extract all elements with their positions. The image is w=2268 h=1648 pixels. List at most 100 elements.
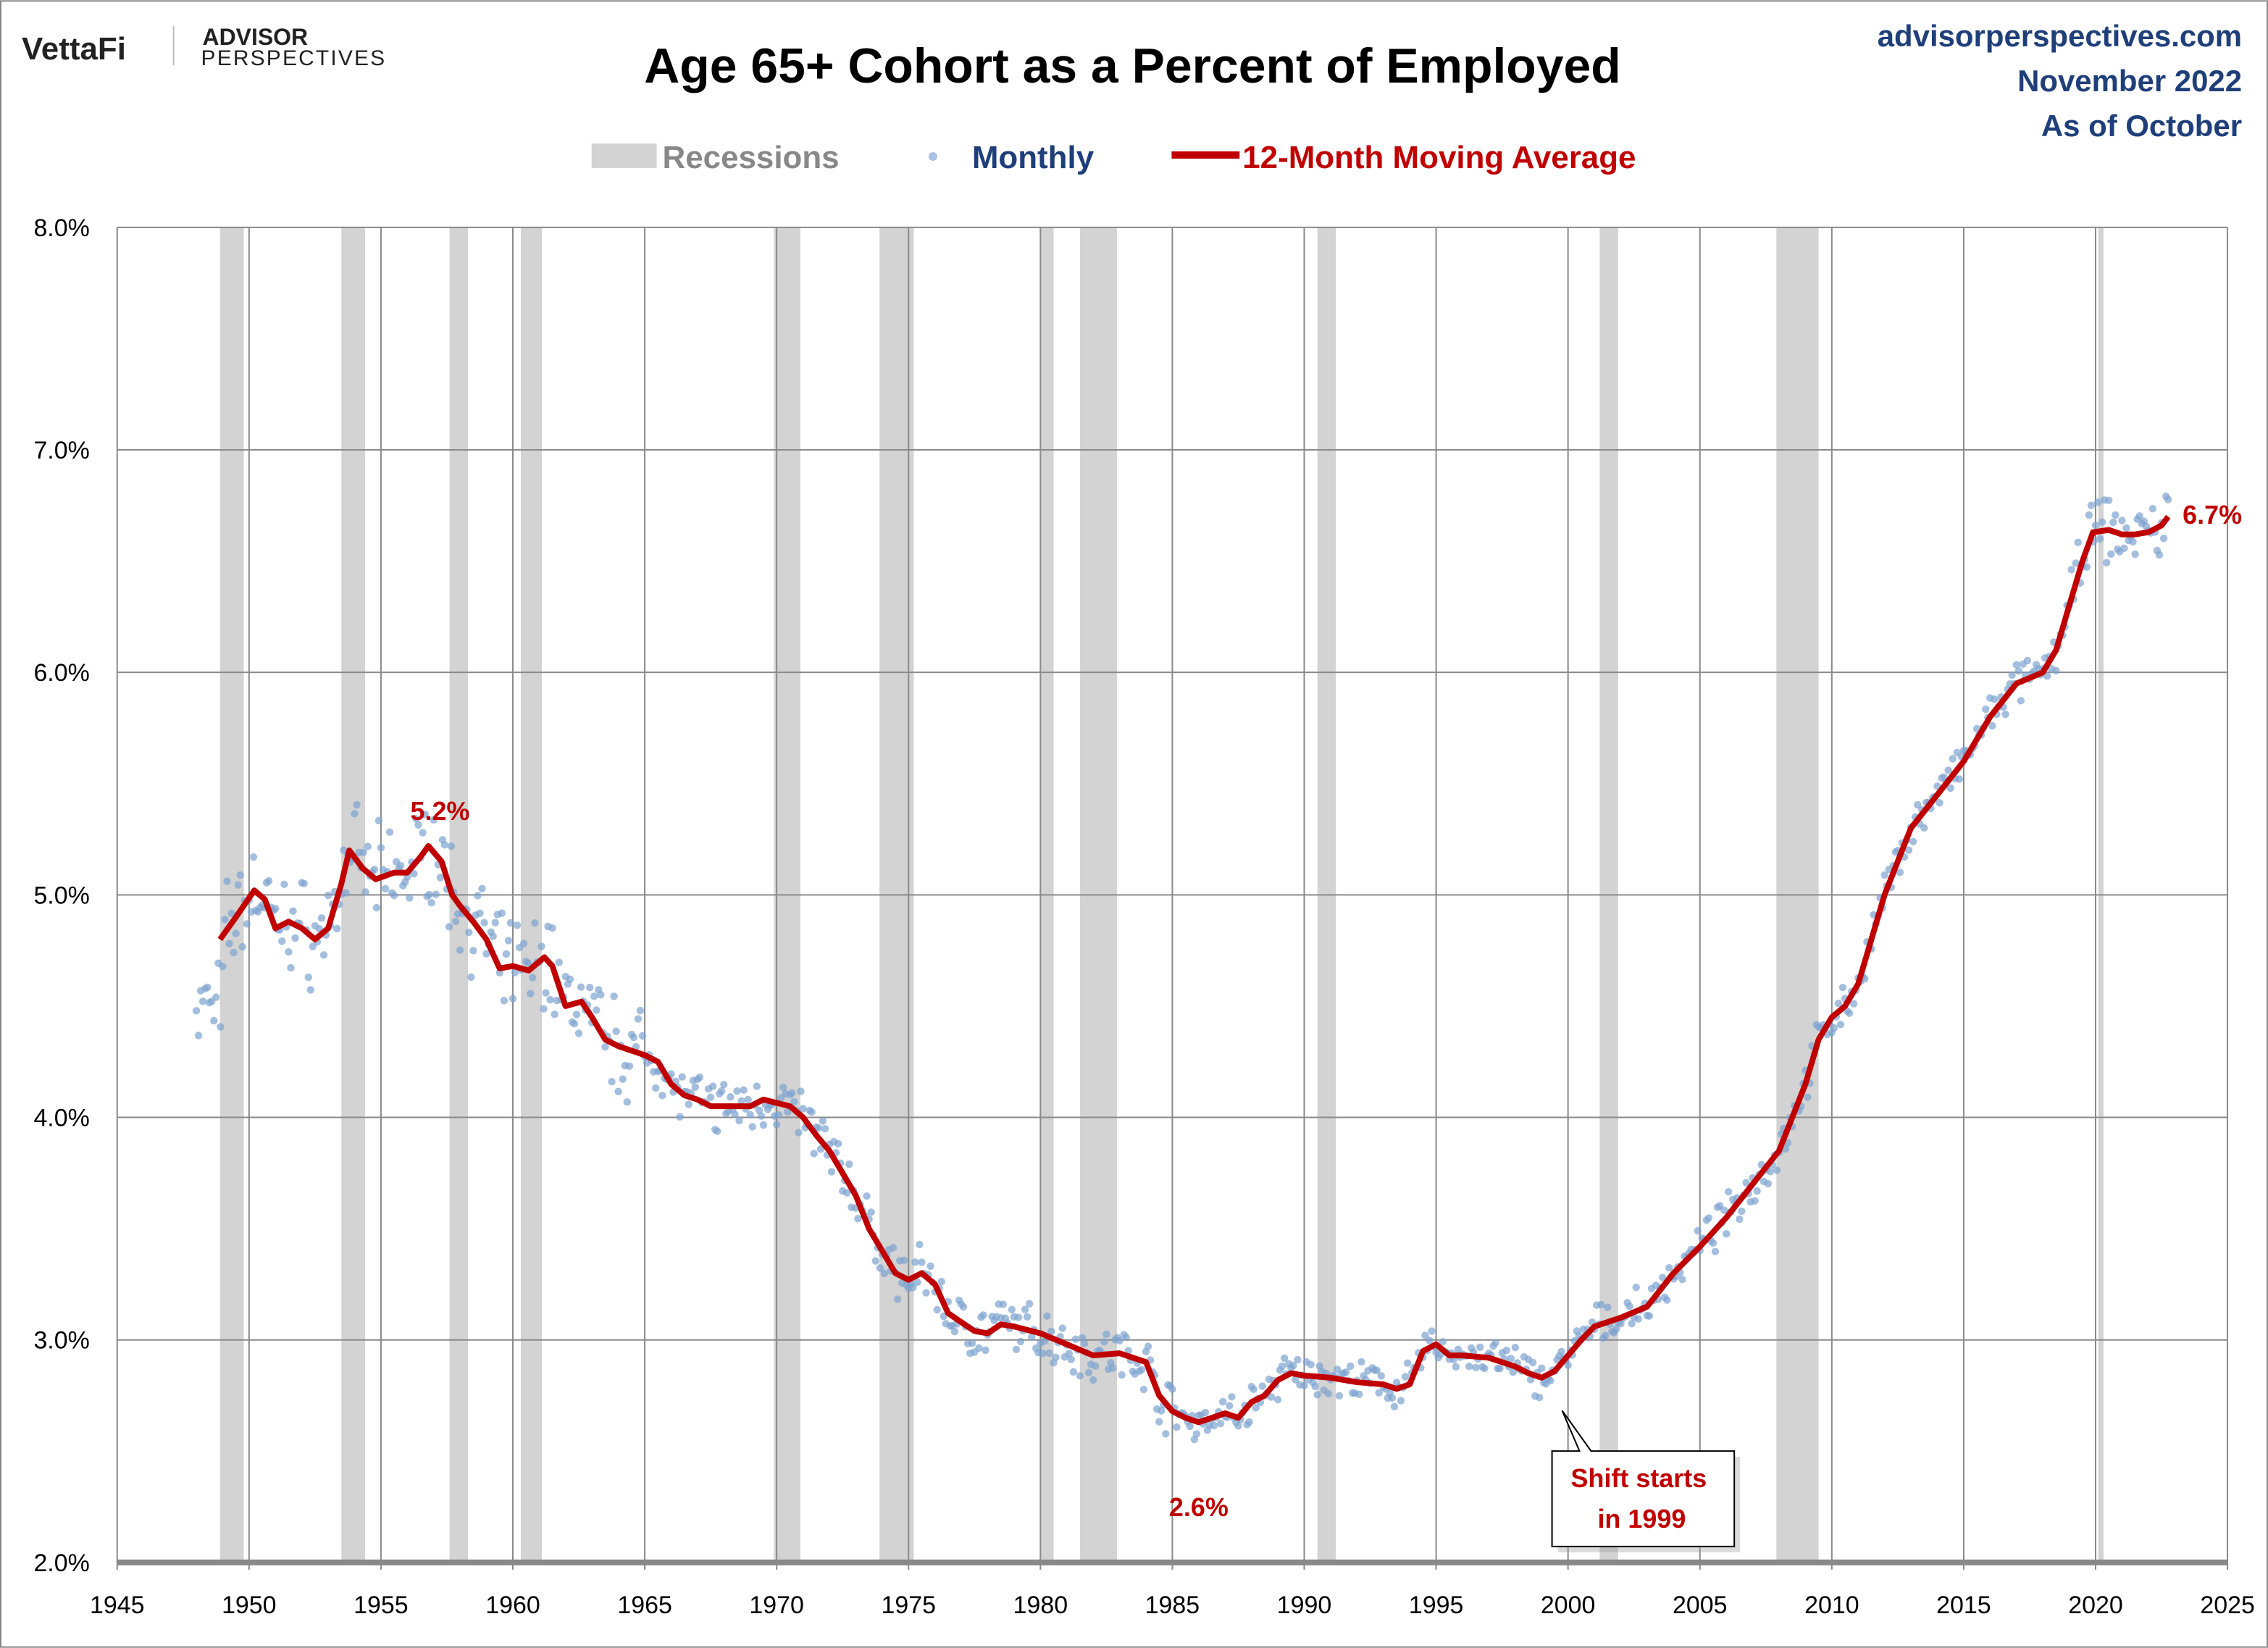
monthly-point — [1397, 1397, 1405, 1405]
monthly-point — [1012, 1345, 1021, 1354]
monthly-point — [718, 1087, 726, 1095]
monthly-point — [529, 974, 537, 982]
monthly-point — [1008, 1305, 1016, 1314]
monthly-point — [601, 1043, 609, 1051]
callout-line-2: in 1999 — [1597, 1504, 1686, 1534]
monthly-point — [1946, 784, 1954, 792]
monthly-point — [1300, 1381, 1308, 1389]
monthly-point — [1491, 1339, 1499, 1347]
monthly-point — [1047, 1327, 1055, 1335]
monthly-point — [1388, 1394, 1397, 1402]
monthly-point — [1347, 1362, 1355, 1371]
monthly-point — [374, 816, 383, 825]
monthly-point — [476, 909, 484, 918]
legend-recession-swatch — [591, 143, 657, 168]
monthly-point — [772, 1121, 781, 1129]
monthly-point — [918, 1258, 926, 1266]
monthly-point — [834, 1139, 842, 1148]
monthly-point — [1228, 1393, 1236, 1401]
monthly-point — [203, 983, 212, 992]
monthly-point — [685, 1100, 692, 1108]
monthly-point — [502, 950, 511, 958]
x-tick-label: 2010 — [1804, 1591, 1859, 1619]
monthly-point — [447, 842, 456, 850]
x-tick-label: 1965 — [617, 1591, 671, 1619]
moving-average-line — [217, 514, 2171, 1426]
monthly-point — [863, 1192, 871, 1200]
monthly-point — [1421, 1331, 1429, 1339]
monthly-point — [410, 869, 418, 878]
monthly-point — [634, 1015, 643, 1023]
monthly-point — [610, 992, 618, 1000]
monthly-point — [2067, 566, 2075, 574]
monthly-point — [2043, 672, 2051, 680]
monthly-point — [1252, 1404, 1260, 1412]
monthly-point — [278, 937, 286, 945]
monthly-point — [937, 1277, 945, 1286]
monthly-point — [304, 974, 312, 982]
monthly-point — [1509, 1368, 1517, 1376]
monthly-point — [317, 914, 326, 922]
monthly-point — [390, 891, 398, 900]
monthly-point — [291, 934, 299, 942]
monthly-point — [2164, 495, 2172, 503]
monthly-point — [1373, 1366, 1381, 1374]
monthly-point — [593, 1006, 601, 1014]
monthly-point — [500, 997, 509, 1005]
monthly-point — [1014, 1313, 1023, 1321]
monthly-point — [1602, 1331, 1610, 1339]
monthly-point — [911, 1258, 919, 1266]
monthly-point — [1335, 1392, 1344, 1400]
monthly-point — [480, 919, 488, 927]
monthly-point — [1258, 1382, 1267, 1390]
monthly-point — [1403, 1359, 1412, 1367]
monthly-point — [636, 1006, 645, 1015]
monthly-point — [372, 903, 381, 912]
monthly-point — [1632, 1283, 1640, 1292]
monthly-point — [1102, 1330, 1110, 1339]
monthly-point — [1507, 1355, 1515, 1363]
monthly-point — [381, 884, 390, 892]
monthly-point — [1139, 1385, 1148, 1394]
y-tick-label: 8.0% — [33, 214, 89, 242]
monthly-point — [1625, 1302, 1633, 1310]
monthly-point — [1076, 1371, 1084, 1380]
monthly-point — [1991, 695, 1999, 703]
monthly-point — [537, 942, 545, 950]
monthly-point — [236, 871, 244, 879]
monthly-point — [219, 963, 227, 971]
monthly-point — [1122, 1333, 1130, 1342]
monthly-point — [540, 1005, 548, 1013]
tick-labels: 1945 1950 1955 1960 1965 1970 1975 1980 1985 1990… — [33, 214, 2254, 1619]
monthly-point — [1528, 1358, 1537, 1367]
monthly-point — [922, 1289, 930, 1297]
monthly-point — [570, 1020, 579, 1028]
monthly-point — [678, 1073, 686, 1081]
monthly-point — [1836, 1021, 1845, 1029]
monthly-point — [1773, 1166, 1781, 1174]
monthly-point — [1201, 1408, 1210, 1417]
logo: VettaFi ADVISOR PERSPECTIVES — [22, 24, 385, 70]
monthly-point — [597, 991, 605, 999]
monthly-point — [238, 942, 246, 951]
callout-line-1: Shift starts — [1571, 1463, 1707, 1493]
monthly-point — [795, 1129, 803, 1137]
monthly-point — [1452, 1363, 1460, 1371]
monthly-point — [1612, 1325, 1620, 1333]
monthly-point — [652, 1084, 660, 1092]
monthly-point — [498, 909, 506, 917]
monthly-point — [2093, 498, 2102, 506]
monthly-point — [2072, 559, 2080, 567]
monthly-point — [1678, 1276, 1686, 1284]
monthly-point — [432, 890, 440, 898]
monthly-point — [746, 1110, 754, 1119]
monthly-point — [706, 1093, 715, 1101]
monthly-point — [319, 951, 328, 959]
last-value-label: 6.7% — [2183, 500, 2242, 530]
x-tick-label: 1960 — [485, 1591, 540, 1619]
monthly-point — [2014, 667, 2022, 675]
monthly-point — [612, 1027, 620, 1035]
monthly-point — [300, 879, 308, 887]
monthly-point — [1781, 1145, 1790, 1153]
monthly-point — [474, 892, 482, 900]
